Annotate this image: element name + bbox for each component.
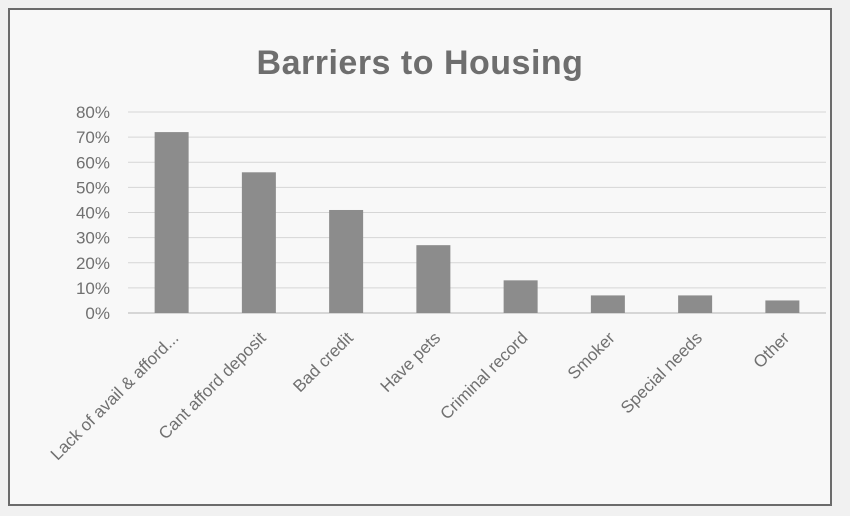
y-tick-label: 0% [85, 304, 110, 323]
x-category-label: Smoker [564, 328, 619, 383]
y-tick-label: 60% [76, 153, 110, 172]
bar [503, 280, 538, 313]
bar [241, 172, 276, 313]
y-tick-labels: 0% 10% 20% 30% 40% 50% 60% 70% 80% [76, 103, 110, 323]
bar [416, 245, 451, 313]
x-category-label: Lack of avail & afford... [47, 328, 182, 463]
x-category-label: Criminal record [437, 328, 532, 423]
bar [329, 209, 364, 313]
y-tick-label: 70% [76, 128, 110, 147]
bar [765, 300, 800, 313]
y-tick-label: 30% [76, 229, 110, 248]
chart-title: Barriers to Housing [256, 44, 584, 82]
x-category-label: Other [750, 328, 794, 372]
x-category-labels: Lack of avail & afford...Cant afford dep… [47, 328, 793, 464]
x-category-label: Bad credit [289, 328, 357, 396]
y-tick-label: 50% [76, 178, 110, 197]
x-category-label: Special needs [617, 328, 706, 417]
y-tick-label: 80% [76, 103, 110, 122]
bar [590, 295, 625, 313]
bar [154, 132, 189, 313]
y-tick-label: 40% [76, 204, 110, 223]
gridlines [128, 111, 826, 314]
bar [678, 295, 713, 313]
y-tick-label: 20% [76, 254, 110, 273]
x-category-label: Have pets [377, 328, 445, 396]
bars [154, 132, 800, 313]
y-tick-label: 10% [76, 279, 110, 298]
